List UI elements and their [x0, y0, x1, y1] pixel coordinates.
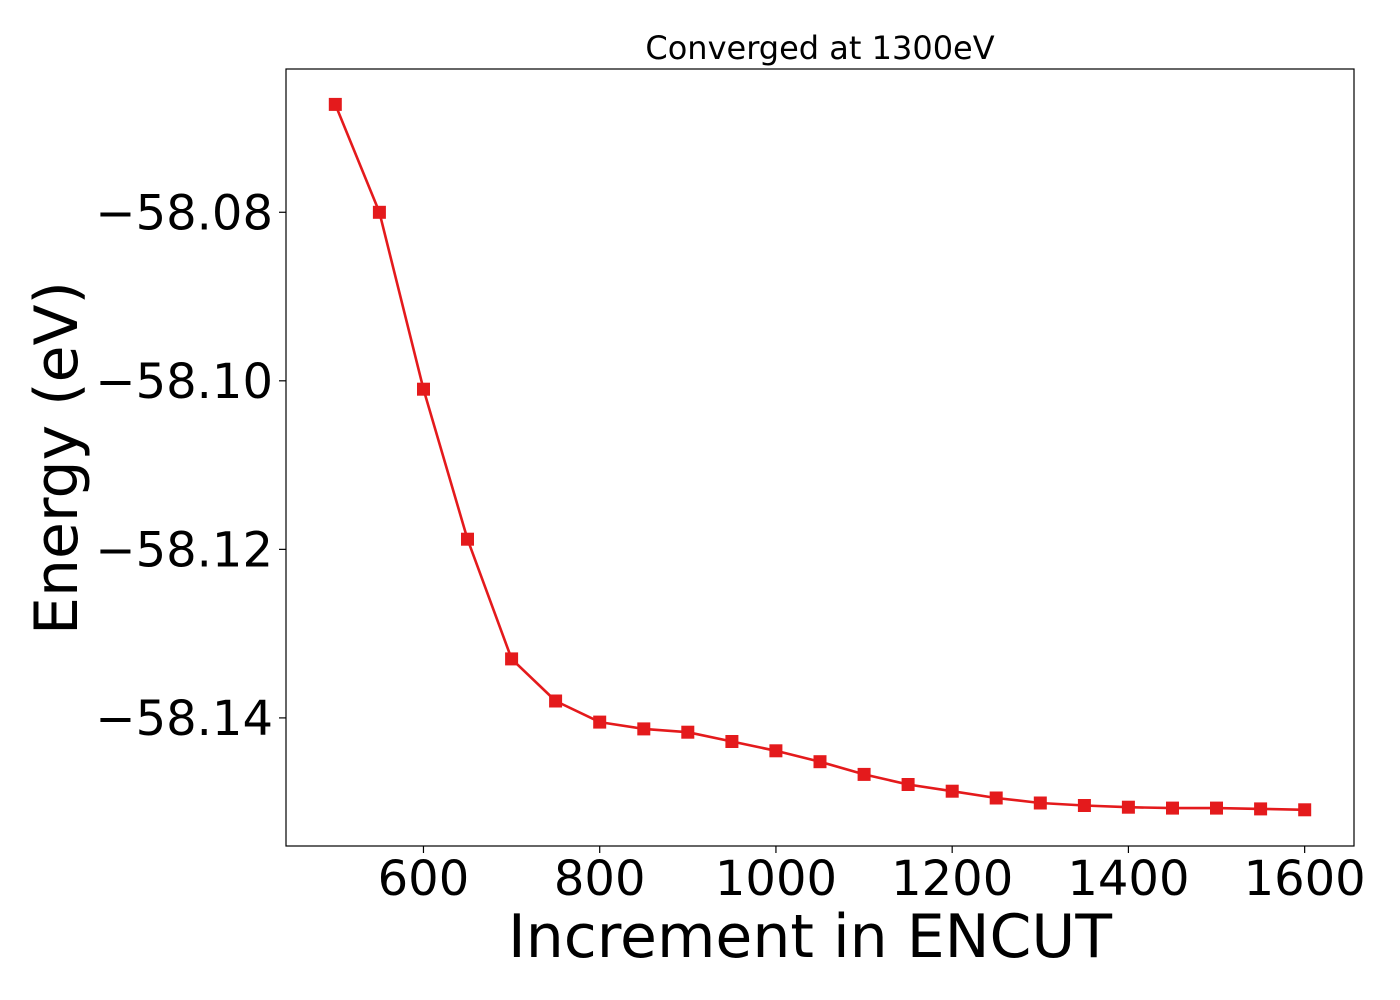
data-point-marker	[1166, 801, 1179, 815]
y-axis-label: Energy (eV)	[22, 281, 92, 635]
data-point-marker	[549, 694, 563, 708]
x-tick-label: 1000	[715, 851, 837, 907]
plot-area	[286, 69, 1354, 846]
data-point-marker	[328, 97, 342, 111]
data-point-marker	[813, 755, 827, 769]
y-tick-label: −58.08	[95, 185, 273, 241]
data-point-marker	[681, 725, 695, 739]
data-point-marker	[637, 722, 651, 736]
data-point-marker	[461, 532, 474, 546]
series-layer	[328, 97, 1312, 817]
y-tick-label: −58.12	[95, 522, 273, 578]
data-point-marker	[901, 778, 915, 791]
x-tick-label: 800	[554, 851, 646, 907]
data-point-marker	[417, 382, 430, 396]
x-tick-label: 1400	[1067, 851, 1189, 907]
x-tick-label: 1600	[1244, 851, 1366, 907]
data-point-marker	[1033, 796, 1047, 810]
data-point-marker	[1121, 800, 1135, 814]
data-point-marker	[593, 715, 607, 729]
chart-title: Converged at 1300eV	[645, 29, 994, 67]
x-tick-label: 600	[378, 851, 470, 907]
data-point-marker	[1210, 801, 1223, 815]
x-tick-label: 1200	[891, 851, 1013, 907]
data-point-marker	[725, 735, 739, 748]
ticks-layer: 600 800 1000 1200 1400 1600 −58.08 −58.10 −58.12…	[95, 185, 1365, 907]
data-point-marker	[1077, 799, 1091, 812]
data-point-marker	[1254, 802, 1268, 816]
data-point-marker	[857, 767, 871, 781]
data-point-marker	[945, 784, 959, 798]
x-axis-label: Increment in ENCUT	[508, 902, 1112, 972]
data-point-marker	[505, 652, 519, 666]
plot-frame	[285, 68, 1355, 847]
data-point-marker	[372, 205, 386, 219]
y-tick-label: −58.14	[95, 691, 273, 747]
data-point-marker	[989, 791, 1003, 805]
data-point-marker	[769, 744, 783, 758]
y-tick-label: −58.10	[95, 354, 273, 410]
data-point-marker	[1298, 803, 1312, 817]
